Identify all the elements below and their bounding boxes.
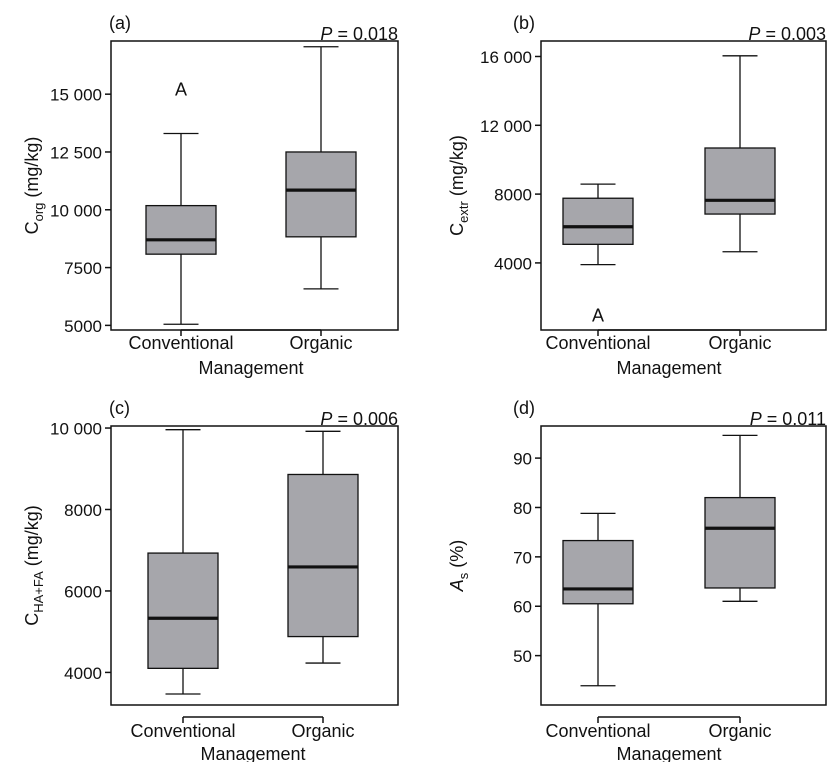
category-label: Organic <box>289 333 352 353</box>
iqr-box <box>562 539 634 605</box>
x-axis-title: Management <box>616 358 721 378</box>
p-value: P = 0.003 <box>748 24 826 44</box>
box-organic <box>287 430 359 664</box>
y-tick-label: 4000 <box>494 254 532 273</box>
p-value: P = 0.018 <box>320 24 398 44</box>
y-tick-label: 70 <box>513 548 532 567</box>
category-label: Conventional <box>545 721 650 741</box>
panel-label: (a) <box>109 13 131 33</box>
iqr-box <box>147 552 219 669</box>
box-conventional <box>562 183 634 266</box>
plot-frame <box>540 40 827 331</box>
panel-a: 5000 7500 10 000 12 500 15 000 Conventional Or… <box>22 13 399 378</box>
p-value-symbol: P <box>748 24 760 44</box>
p-value-symbol: P <box>320 24 332 44</box>
y-tick-label: 8000 <box>64 501 102 520</box>
category-label: Conventional <box>128 333 233 353</box>
x-axis-title: Management <box>198 358 303 378</box>
panel-c: 4000 6000 8000 10 000 Conventional Organic Man… <box>22 398 399 762</box>
y-axis-title-symbol: C <box>22 221 42 234</box>
iqr-box <box>704 147 776 215</box>
panel-b: 4000 8000 12 000 16 000 Conventional Organic M… <box>447 13 827 378</box>
y-tick-label: 10 000 <box>50 420 102 439</box>
p-value: P = 0.011 <box>750 409 826 429</box>
y-tick-label: 5000 <box>64 317 102 336</box>
p-value: P = 0.006 <box>320 409 398 429</box>
iqr-box <box>287 473 359 638</box>
y-tick-label: 4000 <box>64 664 102 683</box>
plot-frame <box>110 425 399 706</box>
y-tick-label: 50 <box>513 647 532 666</box>
iqr-box <box>285 151 357 238</box>
box-conventional <box>147 429 219 695</box>
box-organic <box>704 55 776 253</box>
panel-label: (d) <box>513 398 535 418</box>
y-axis-title-subscript: s <box>456 572 471 579</box>
annotation-label: A <box>592 306 604 326</box>
p-value-symbol: P <box>320 409 332 429</box>
y-axis-title-subscript: HA+FA <box>31 571 46 613</box>
y-axis-title-symbol: A <box>447 579 467 592</box>
iqr-box <box>145 204 217 255</box>
p-value-text: = 0.003 <box>760 24 826 44</box>
box-conventional <box>145 132 217 325</box>
y-tick-label: 12 500 <box>50 143 102 162</box>
iqr-box <box>562 197 634 245</box>
plot-frame <box>540 425 827 706</box>
category-label: Conventional <box>545 333 650 353</box>
category-label: Organic <box>291 721 354 741</box>
x-axis-title: Management <box>616 744 721 762</box>
category-label: Organic <box>708 721 771 741</box>
y-axis-title: Cextr (mg/kg) <box>447 135 471 236</box>
y-tick-label: 12 000 <box>480 117 532 136</box>
y-axis-title-subscript: org <box>31 203 46 222</box>
y-tick-label: 6000 <box>64 582 102 601</box>
y-tick-label: 7500 <box>64 259 102 278</box>
p-value-text: = 0.018 <box>332 24 398 44</box>
box-conventional <box>562 512 634 687</box>
box-organic <box>704 434 776 602</box>
panel-label: (b) <box>513 13 535 33</box>
p-value-text: = 0.011 <box>762 409 826 429</box>
panel-d: 50 60 70 80 90 Conventional Organic Management A… <box>447 398 827 762</box>
x-axis-title: Management <box>200 744 305 762</box>
y-axis-title-unit: (mg/kg) <box>22 137 42 203</box>
y-axis-title: CHA+FA (mg/kg) <box>22 505 46 626</box>
category-label: Organic <box>708 333 771 353</box>
y-axis-title: As (%) <box>447 540 471 593</box>
y-axis-title-symbol: C <box>22 613 42 626</box>
panel-label: (c) <box>109 398 130 418</box>
y-axis-title: Corg (mg/kg) <box>22 137 46 235</box>
y-tick-label: 80 <box>513 499 532 518</box>
y-axis-title-symbol: C <box>447 223 467 236</box>
iqr-box <box>704 496 776 589</box>
y-tick-label: 60 <box>513 598 532 617</box>
category-label: Conventional <box>130 721 235 741</box>
y-axis-title-unit: (mg/kg) <box>22 505 42 571</box>
p-value-text: = 0.006 <box>332 409 398 429</box>
y-axis-title-subscript: extr <box>456 201 471 223</box>
p-value-symbol: P <box>750 409 762 429</box>
y-tick-label: 16 000 <box>480 48 532 67</box>
box-organic <box>285 46 357 290</box>
y-tick-label: 10 000 <box>50 201 102 220</box>
annotation-label: A <box>175 79 187 99</box>
y-axis-title-unit: (%) <box>447 540 467 573</box>
y-axis-title-unit: (mg/kg) <box>447 135 467 201</box>
y-tick-label: 90 <box>513 450 532 469</box>
y-tick-label: 8000 <box>494 186 532 205</box>
y-tick-label: 15 000 <box>50 86 102 105</box>
